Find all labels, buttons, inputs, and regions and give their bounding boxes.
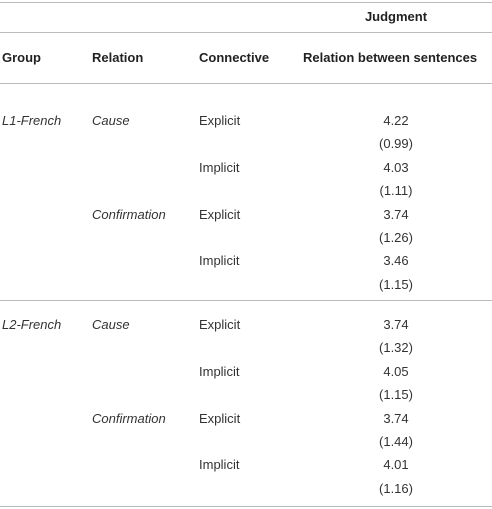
rule [0, 300, 492, 302]
connective-label: Explicit [199, 410, 241, 426]
column-header: Group [2, 50, 41, 65]
rule [0, 32, 492, 33]
group-label: L1-French [2, 113, 62, 128]
connective-label: Explicit [199, 113, 241, 128]
column-header: Relation between sentences [303, 50, 478, 65]
relation-label: Cause [92, 113, 130, 128]
group-label: L2-French [2, 317, 62, 332]
mean-value: 4.03 [383, 159, 409, 175]
connective-label: Implicit [199, 457, 240, 473]
sd-value: (0.99) [379, 136, 413, 152]
rule [0, 506, 492, 507]
relation-label: Confirmation [92, 206, 166, 222]
column-header: Connective [199, 50, 270, 65]
mean-value: 3.74 [383, 410, 409, 426]
connective-label: Explicit [199, 317, 241, 332]
connective-label: Implicit [199, 159, 240, 175]
sd-value: (1.16) [379, 480, 413, 496]
mean-value: 4.01 [383, 457, 409, 473]
mean-value: 4.05 [383, 363, 409, 379]
relation-label: Confirmation [92, 410, 166, 426]
sd-value: (1.32) [379, 340, 413, 356]
rule [0, 2, 492, 3]
relation-label: Cause [92, 317, 130, 332]
sd-value: (1.44) [379, 434, 413, 449]
sd-value: (1.26) [379, 230, 413, 245]
mean-value: 4.22 [383, 113, 409, 128]
mean-value: 3.74 [383, 317, 409, 332]
connective-label: Explicit [199, 206, 241, 222]
rule [0, 83, 492, 84]
sd-value: (1.15) [379, 276, 413, 292]
sd-value: (1.15) [379, 387, 413, 403]
mean-value: 3.46 [383, 253, 409, 269]
table-title: Judgment [364, 9, 428, 24]
connective-label: Implicit [199, 363, 240, 379]
mean-value: 3.74 [383, 206, 409, 222]
sd-value: (1.11) [379, 183, 413, 199]
connective-label: Implicit [199, 253, 240, 269]
column-header: Relation [92, 50, 144, 65]
